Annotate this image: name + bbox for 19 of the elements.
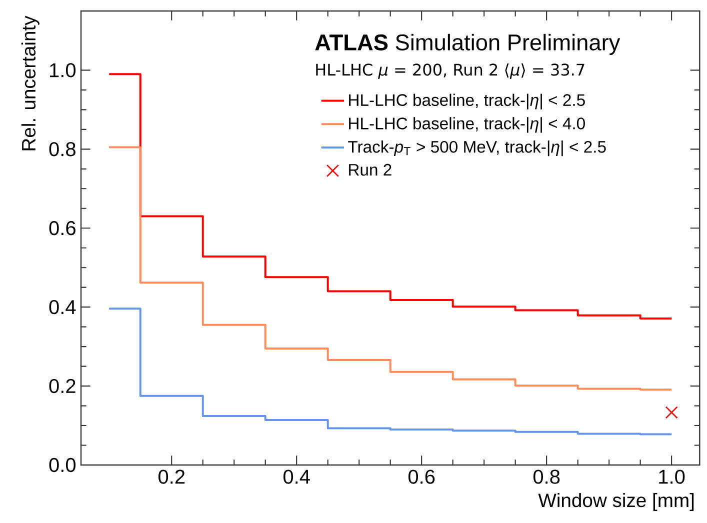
legend-label: HL-LHC baseline, track-|η| < 2.5	[349, 94, 585, 110]
y-tick-label: 0.0	[49, 458, 76, 472]
legend-label: Track-p$_{T}$ > 500 MeV, track-|η| < 2.5	[348, 140, 606, 156]
x-tick-label: 0.6	[408, 470, 435, 484]
legend-label: Run 2	[349, 164, 392, 176]
y-tick-label: 0.4	[49, 300, 76, 314]
x-axis-title: Window size [mm]	[538, 492, 694, 511]
y-tick-label: 0.6	[49, 221, 76, 236]
x-tick-label: 1.0	[659, 470, 685, 484]
legend-label: HL-LHC baseline, track-|η| < 4.0	[349, 117, 585, 133]
text: HL-LHC μ = 200, Run 2 ⟨μ⟩ = 33.7	[316, 63, 584, 79]
y-tick-label: 0.2	[49, 378, 76, 394]
x-tick-label: 0.8	[533, 470, 560, 484]
x-tick-label: 0.2	[158, 470, 185, 484]
y-axis-title: Rel. uncertainty	[21, 16, 40, 150]
x-tick-label: 0.4	[283, 470, 310, 484]
y-tick-label: 0.8	[49, 142, 76, 156]
y-tick-label: 1.0	[50, 63, 76, 78]
text: ATLAS Simulation Preliminary	[315, 34, 620, 55]
